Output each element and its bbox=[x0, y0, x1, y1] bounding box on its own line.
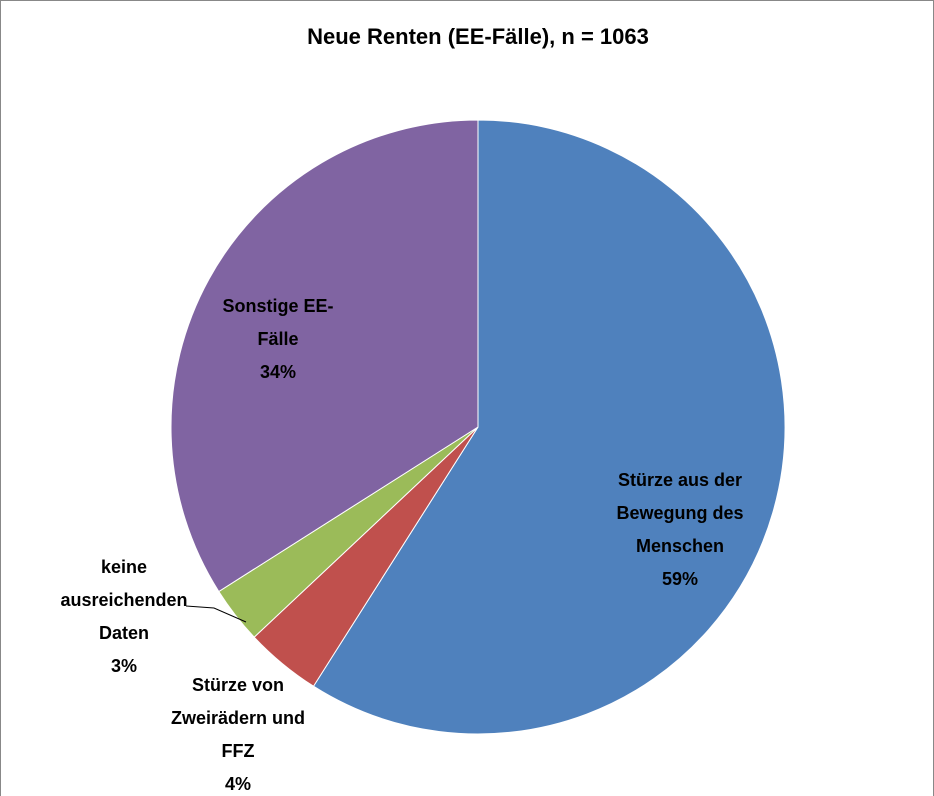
leader-line bbox=[185, 605, 247, 623]
slice-label-line: Menschen bbox=[636, 536, 724, 556]
slice-value-label: 34% bbox=[260, 362, 296, 382]
slice-label-line: Bewegung des bbox=[616, 503, 743, 523]
slice-label: Stürze aus der Bewegung des Menschen bbox=[616, 470, 743, 556]
slice-label-line: FFZ bbox=[222, 741, 255, 761]
slice-label-line: Stürze von bbox=[192, 675, 284, 695]
slice-label: keine ausreichenden Daten bbox=[60, 557, 187, 643]
slice-label: Stürze von Zweirädern und FFZ bbox=[171, 675, 305, 761]
slice-value-label: 3% bbox=[111, 656, 137, 676]
slice-label-line: Zweirädern und bbox=[171, 708, 305, 728]
slice-label-line: ausreichenden bbox=[60, 590, 187, 610]
pie-slice bbox=[312, 119, 786, 735]
pie-slice bbox=[170, 119, 479, 593]
slice-label-line: Daten bbox=[99, 623, 149, 643]
chart-title: Neue Renten (EE-Fälle), n = 1063 bbox=[307, 24, 649, 49]
slice-value-label: 4% bbox=[225, 774, 251, 794]
slice-label-line: Fälle bbox=[257, 329, 298, 349]
slice-label: Sonstige EE- Fälle bbox=[222, 296, 333, 349]
slice-value-label: 59% bbox=[662, 569, 698, 589]
slice-label-line: Sonstige EE- bbox=[222, 296, 333, 316]
slice-label-line: Stürze aus der bbox=[618, 470, 742, 490]
slice-label-line: keine bbox=[101, 557, 147, 577]
